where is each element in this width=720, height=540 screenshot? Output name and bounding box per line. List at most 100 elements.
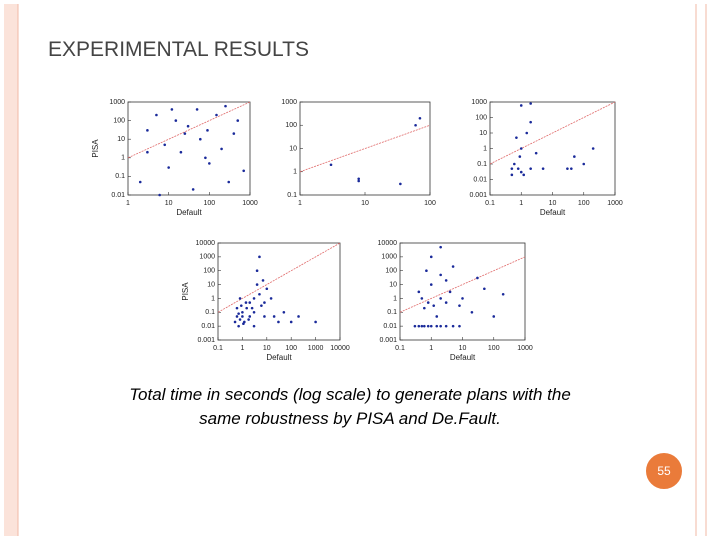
y-tick-label: 10000: [378, 240, 398, 247]
plot-frame: [217, 242, 341, 341]
page-number: 55: [657, 464, 671, 478]
x-tick-label: 1: [519, 200, 523, 207]
x-tick-label: 100: [424, 200, 436, 207]
point: [399, 182, 402, 186]
caption: Total time in seconds (log scale) to gen…: [129, 385, 571, 404]
point: [476, 276, 479, 280]
point: [426, 301, 430, 304]
y-tick-label: 0.01: [201, 323, 215, 330]
point: [206, 129, 209, 132]
y-tick-label: 0.1: [477, 161, 487, 168]
y-tick-label: 0.01: [473, 176, 487, 183]
point: [541, 167, 545, 170]
point: [170, 108, 174, 111]
point: [252, 297, 256, 300]
x-tick-label: 1000: [517, 345, 533, 352]
point: [510, 173, 514, 177]
point: [519, 170, 523, 174]
y-tick-label: 10000: [196, 240, 216, 247]
x-tick-label: 1: [298, 200, 302, 207]
y-tick-label: 1000: [281, 99, 297, 106]
x-axis-label: Default: [176, 208, 202, 217]
point: [237, 312, 240, 315]
y-axis-label: PISA: [91, 139, 100, 158]
y-tick-label: 0.001: [469, 192, 487, 199]
point: [357, 179, 361, 183]
point: [435, 315, 439, 318]
y-tick-label: 10: [479, 130, 487, 137]
point: [235, 315, 239, 318]
point: [208, 162, 211, 165]
point: [591, 147, 595, 150]
point: [241, 315, 244, 318]
y-tick-label: 1: [121, 155, 125, 162]
y-tick-label: 1: [483, 145, 487, 152]
point: [245, 306, 248, 310]
point: [179, 150, 183, 154]
point: [269, 297, 273, 300]
point: [238, 318, 242, 321]
point: [426, 324, 430, 328]
point: [227, 180, 231, 184]
point: [435, 324, 439, 328]
x-tick-label: 0.1: [395, 345, 405, 352]
point: [265, 287, 269, 291]
point: [357, 177, 361, 181]
y-tick-label: 0.1: [287, 192, 297, 199]
point: [425, 269, 428, 273]
point: [248, 315, 252, 318]
point: [252, 324, 256, 328]
point: [248, 301, 252, 304]
point: [255, 283, 259, 286]
point: [414, 123, 417, 127]
point: [183, 132, 187, 135]
point: [444, 279, 448, 282]
point: [138, 180, 142, 184]
y-tick-label: 100: [285, 122, 297, 129]
point: [529, 120, 532, 124]
y-tick-label: 10: [289, 145, 297, 152]
y-tick-label: 100: [475, 114, 487, 121]
point: [167, 166, 170, 169]
point: [582, 162, 586, 166]
x-tick-label: 1: [240, 345, 244, 352]
x-axis-label: Default: [450, 353, 476, 362]
y-tick-label: 1000: [381, 254, 397, 261]
point: [239, 304, 243, 307]
point: [242, 322, 245, 326]
point: [417, 324, 421, 328]
left-border: [4, 4, 18, 536]
point: [314, 320, 317, 324]
x-tick-label: 10000: [330, 345, 350, 352]
point: [429, 324, 433, 328]
point: [522, 173, 526, 177]
point: [566, 167, 569, 170]
x-tick-label: 1000: [607, 200, 623, 207]
y-tick-label: 0.001: [379, 337, 397, 344]
point: [510, 167, 514, 170]
point: [186, 124, 190, 128]
point: [529, 102, 532, 105]
y-tick-label: 100: [113, 117, 125, 124]
y-tick-label: 10: [207, 281, 215, 288]
point: [233, 320, 237, 324]
point: [439, 297, 442, 300]
point: [515, 136, 518, 139]
point: [458, 324, 461, 328]
point: [263, 315, 266, 318]
point: [277, 320, 280, 324]
point: [255, 269, 259, 273]
y-tick-label: 1: [293, 169, 297, 176]
y-tick-label: 100: [203, 268, 215, 275]
diagonal: [489, 101, 616, 165]
point: [492, 315, 496, 318]
x-tick-label: 10: [459, 345, 467, 352]
point: [534, 151, 538, 155]
point: [570, 167, 573, 170]
point: [418, 116, 422, 120]
y-tick-label: 0.1: [387, 309, 397, 316]
y-tick-label: 1000: [199, 254, 215, 261]
point: [483, 287, 486, 291]
point: [199, 137, 202, 141]
point: [146, 129, 149, 132]
